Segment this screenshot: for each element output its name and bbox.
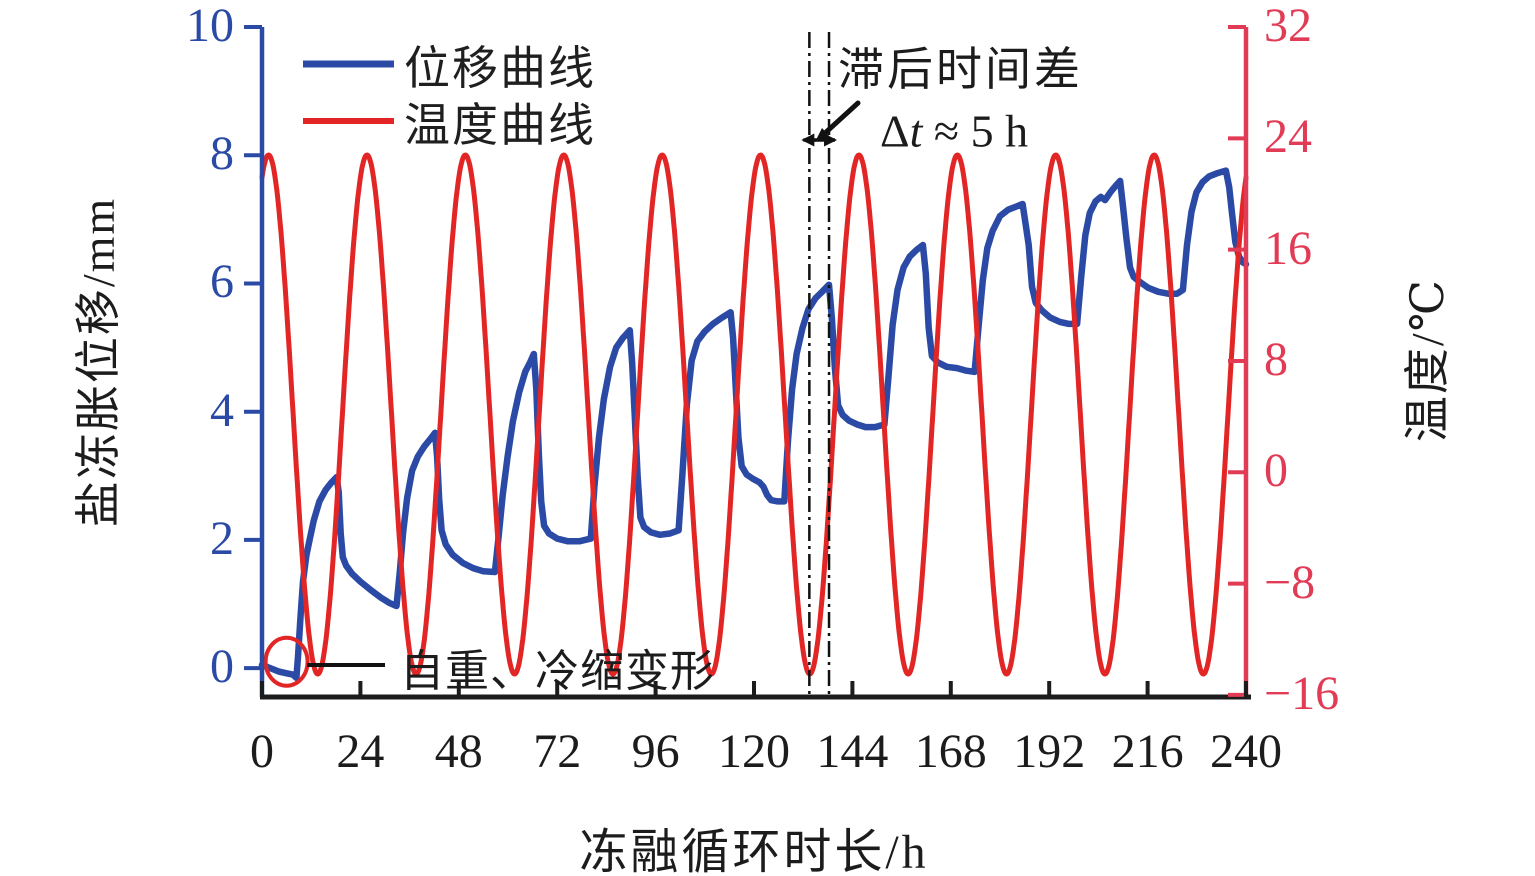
delta-symbol: Δ (880, 105, 910, 157)
left-tick-label-6: 6 (210, 255, 234, 309)
x-axis-title: 冻融循环时长/h (579, 826, 929, 876)
lag-time-annotation-title: 滞后时间差 (838, 44, 1083, 95)
x-tick-label-24: 24 (336, 725, 385, 778)
lag-time-annotation-value: Δt ≈ 5 h (880, 105, 1028, 158)
x-tick-label-144: 144 (816, 725, 889, 778)
right-tick-label-8: 8 (1264, 332, 1288, 386)
left-axis-title: 盐冻胀位移/mm (73, 196, 124, 528)
x-tick-label-0: 0 (250, 725, 274, 778)
origin-highlight-circle (263, 635, 310, 688)
right-tick-label-24: 24 (1264, 110, 1312, 164)
temperature-curve (259, 152, 1249, 677)
x-tick-label-216: 216 (1111, 725, 1184, 778)
left-tick-label-8: 8 (210, 127, 234, 181)
x-tick-label-192: 192 (1013, 725, 1086, 778)
x-tick-label-120: 120 (718, 725, 790, 778)
lag-value-text: ≈ 5 h (922, 105, 1029, 157)
lag-leader-line (821, 100, 861, 137)
x-tick-label-240: 240 (1210, 725, 1282, 778)
legend-label-temperature: 温度曲线 (404, 100, 596, 151)
right-axis-title: 温度/℃ (1402, 277, 1453, 443)
left-tick-label-0: 0 (210, 640, 234, 694)
right-tick-label--8: −8 (1264, 555, 1316, 609)
x-tick-label-168: 168 (914, 725, 987, 778)
self-weight-annotation: 自重、冷缩变形 (400, 647, 715, 696)
lag-arrow-head-left (801, 133, 815, 147)
right-tick-label-0: 0 (1264, 444, 1288, 498)
right-tick-label--16: −16 (1264, 666, 1340, 720)
right-tick-label-16: 16 (1264, 221, 1312, 275)
displacement-curve (258, 167, 1250, 682)
time-variable: t (909, 105, 923, 157)
x-tick-label-72: 72 (533, 725, 582, 778)
right-tick-label-32: 32 (1264, 0, 1312, 52)
left-tick-label-4: 4 (210, 383, 234, 437)
x-tick-label-96: 96 (631, 725, 680, 778)
legend-label-displacement: 位移曲线 (404, 43, 596, 94)
x-tick-label-48: 48 (434, 725, 483, 778)
left-tick-label-10: 10 (186, 0, 234, 52)
lag-leader-arrowhead (815, 128, 830, 142)
left-tick-label-2: 2 (210, 511, 234, 565)
